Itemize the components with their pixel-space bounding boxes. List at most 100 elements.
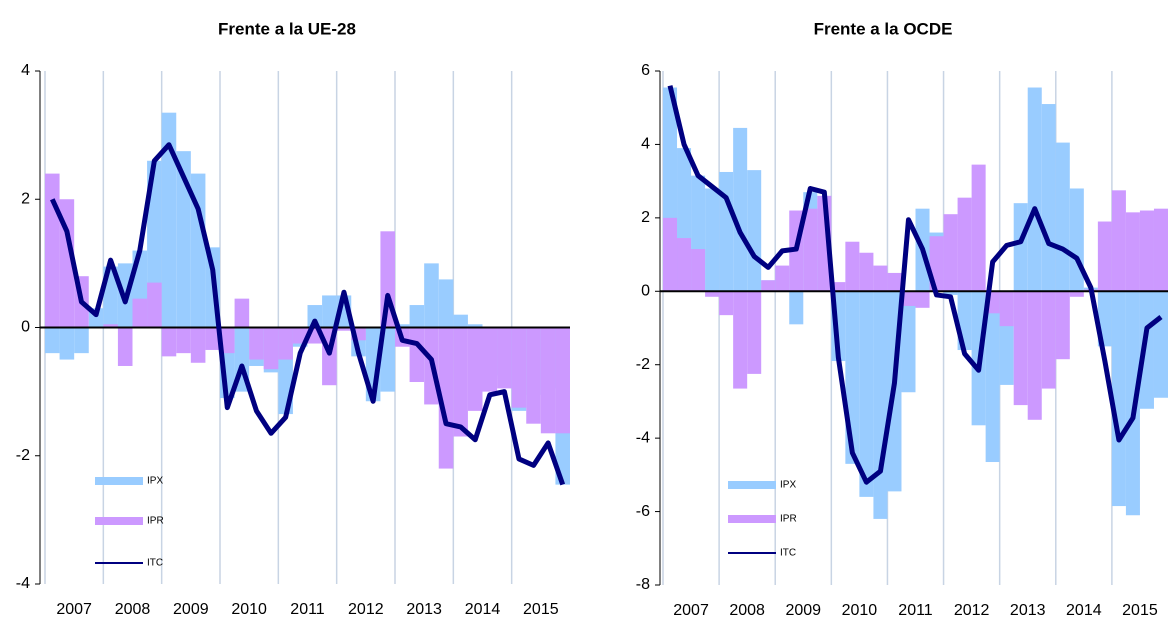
- legend-label: IPX: [780, 480, 796, 491]
- bar: [147, 282, 162, 328]
- x-tick-label: 2008: [729, 602, 765, 619]
- bar: [526, 327, 541, 424]
- x-tick-label: 2010: [231, 601, 267, 618]
- bar: [511, 327, 527, 408]
- bar: [409, 327, 425, 383]
- bar: [733, 127, 748, 292]
- bar: [74, 327, 89, 354]
- bar: [234, 298, 250, 328]
- x-tick-label: 2012: [954, 602, 990, 619]
- bar: [901, 291, 916, 306]
- bar: [705, 188, 720, 292]
- x-tick-label: 2015: [1122, 602, 1158, 619]
- x-tick-label: 2011: [290, 601, 325, 618]
- bar: [176, 327, 191, 354]
- bar: [943, 291, 958, 295]
- bar: [845, 241, 860, 292]
- y-tick-label: 2: [641, 209, 650, 226]
- bar: [45, 173, 60, 328]
- bar: [677, 238, 692, 292]
- bar: [803, 208, 818, 292]
- bar: [453, 314, 468, 328]
- bar: [409, 305, 425, 328]
- bar: [467, 324, 483, 328]
- x-tick-label: 2008: [115, 601, 151, 618]
- y-tick-label: 4: [641, 136, 650, 153]
- bar: [438, 327, 454, 469]
- chart-title: Frente a la UE-28: [218, 19, 356, 38]
- bar: [1097, 221, 1112, 292]
- legend-label: ITC: [147, 558, 163, 569]
- bar: [775, 265, 790, 292]
- bar: [1055, 142, 1070, 292]
- legend-swatch: [728, 481, 776, 489]
- bar: [1041, 291, 1056, 389]
- bar: [915, 291, 930, 308]
- y-tick-label: 0: [21, 319, 30, 336]
- legend-label: IPR: [780, 514, 797, 525]
- bar: [161, 112, 177, 328]
- bar: [831, 282, 846, 292]
- bar: [45, 327, 60, 354]
- bar: [1027, 291, 1042, 420]
- bar: [1111, 291, 1126, 507]
- bar: [1125, 212, 1140, 292]
- bar: [453, 327, 468, 437]
- x-tick-label: 2007: [673, 602, 709, 619]
- bar: [1013, 203, 1028, 292]
- y-tick-label: -2: [16, 447, 30, 464]
- bar: [719, 171, 734, 292]
- x-tick-label: 2014: [465, 601, 501, 618]
- bar: [395, 324, 410, 328]
- bar: [438, 279, 454, 328]
- bar: [999, 291, 1014, 327]
- bar: [1111, 190, 1126, 292]
- bar: [691, 249, 706, 292]
- bar: [957, 197, 972, 292]
- bar: [117, 327, 133, 366]
- x-tick-label: 2009: [785, 602, 821, 619]
- y-tick-label: -8: [636, 576, 650, 593]
- bar: [497, 327, 512, 389]
- bar: [873, 265, 888, 292]
- y-tick-label: -6: [636, 503, 650, 520]
- bar: [873, 291, 888, 519]
- bar: [1069, 291, 1084, 297]
- bar: [1041, 104, 1056, 292]
- bar: [540, 327, 556, 434]
- y-tick-label: -2: [636, 356, 650, 373]
- legend-label: IPX: [147, 476, 163, 487]
- bar: [761, 280, 776, 292]
- bar: [380, 327, 395, 392]
- y-tick-label: 6: [641, 62, 650, 79]
- line: [50, 142, 566, 486]
- x-tick-label: 2011: [898, 602, 933, 619]
- bar: [103, 324, 118, 328]
- x-tick-label: 2007: [56, 601, 92, 618]
- x-tick-label: 2009: [173, 601, 209, 618]
- x-tick-label: 2013: [1010, 602, 1046, 619]
- bar: [59, 327, 75, 360]
- bar: [161, 327, 177, 357]
- legend-swatch: [95, 517, 143, 525]
- bar: [467, 327, 483, 411]
- bar: [1055, 291, 1070, 360]
- x-tick-label: 2012: [348, 601, 384, 618]
- bar: [1139, 291, 1154, 409]
- x-tick-label: 2015: [523, 601, 559, 618]
- bar: [190, 327, 206, 363]
- bar: [249, 327, 264, 360]
- y-tick-label: -4: [636, 429, 650, 446]
- x-tick-label: 2013: [406, 601, 442, 618]
- bar: [747, 291, 762, 374]
- y-tick-label: 0: [641, 283, 650, 300]
- y-tick-label: 2: [21, 190, 30, 207]
- legend-swatch: [95, 477, 143, 485]
- bar: [190, 173, 206, 328]
- x-tick-label: 2010: [842, 602, 878, 619]
- bar: [220, 327, 235, 354]
- bar: [733, 291, 748, 389]
- bar: [859, 291, 874, 497]
- bar: [971, 164, 986, 292]
